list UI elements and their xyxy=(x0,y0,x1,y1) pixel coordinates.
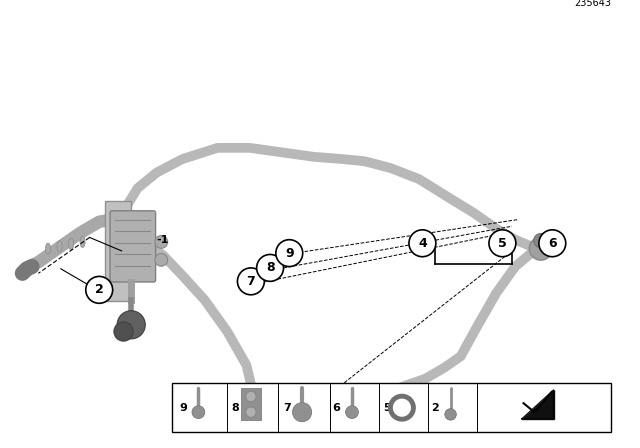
Circle shape xyxy=(292,403,312,422)
Circle shape xyxy=(155,254,168,266)
Ellipse shape xyxy=(45,243,51,254)
Circle shape xyxy=(330,386,342,398)
Circle shape xyxy=(155,236,168,248)
Circle shape xyxy=(246,407,256,417)
Text: 6: 6 xyxy=(333,403,340,413)
Circle shape xyxy=(209,397,236,424)
Text: 9: 9 xyxy=(285,246,294,260)
Circle shape xyxy=(276,240,303,267)
FancyBboxPatch shape xyxy=(110,211,156,282)
Circle shape xyxy=(539,230,566,257)
Text: 3: 3 xyxy=(218,404,227,418)
Circle shape xyxy=(237,268,264,295)
Circle shape xyxy=(310,388,337,415)
Circle shape xyxy=(86,276,113,303)
Text: -1: -1 xyxy=(157,235,169,245)
Text: 5: 5 xyxy=(319,395,328,409)
Circle shape xyxy=(346,406,358,418)
Circle shape xyxy=(117,311,145,339)
Polygon shape xyxy=(522,390,554,419)
Ellipse shape xyxy=(80,237,85,247)
Text: 235643: 235643 xyxy=(574,0,611,8)
Ellipse shape xyxy=(57,241,62,252)
FancyBboxPatch shape xyxy=(104,201,131,301)
Text: 5: 5 xyxy=(498,237,507,250)
Circle shape xyxy=(445,409,456,420)
Circle shape xyxy=(409,230,436,257)
Circle shape xyxy=(192,406,205,418)
Text: 4: 4 xyxy=(418,237,427,250)
Circle shape xyxy=(246,392,256,401)
Text: 5: 5 xyxy=(383,403,390,413)
Text: 2: 2 xyxy=(95,283,104,297)
Circle shape xyxy=(534,233,548,248)
Text: 6: 6 xyxy=(548,237,557,250)
Circle shape xyxy=(257,254,284,281)
Circle shape xyxy=(529,237,552,260)
Bar xyxy=(241,388,261,420)
Ellipse shape xyxy=(68,238,74,250)
Text: 8: 8 xyxy=(232,403,239,413)
Text: 7: 7 xyxy=(283,403,291,413)
Text: 9: 9 xyxy=(179,403,187,413)
Text: 2: 2 xyxy=(431,403,439,413)
Circle shape xyxy=(114,322,133,341)
Circle shape xyxy=(326,390,346,410)
Text: 7: 7 xyxy=(246,275,255,288)
Bar xyxy=(172,383,611,432)
Circle shape xyxy=(489,230,516,257)
Text: 8: 8 xyxy=(266,261,275,275)
